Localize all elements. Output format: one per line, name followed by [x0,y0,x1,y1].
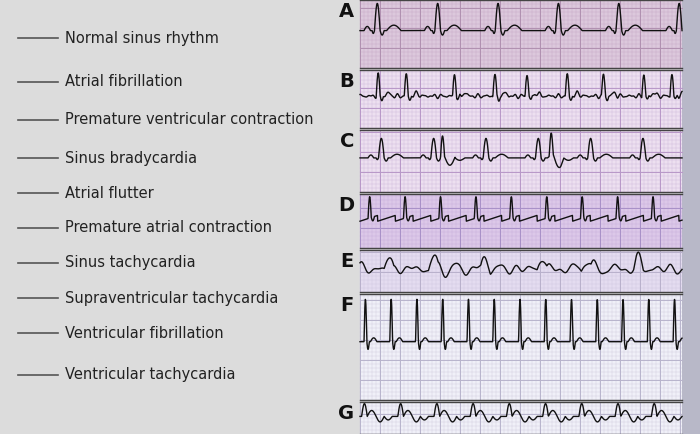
Text: Normal sinus rhythm: Normal sinus rhythm [65,30,219,46]
Text: F: F [341,296,354,315]
Text: Ventricular fibrillation: Ventricular fibrillation [65,326,223,341]
Text: Atrial fibrillation: Atrial fibrillation [65,75,183,89]
Bar [360,294,682,400]
Text: Atrial flutter: Atrial flutter [65,185,154,201]
Text: Ventricular tachycardia: Ventricular tachycardia [65,368,235,382]
Text: D: D [338,196,354,215]
Text: C: C [340,132,354,151]
Text: G: G [338,404,354,423]
Bar [360,130,682,192]
Text: Sinus bradycardia: Sinus bradycardia [65,151,197,165]
Bar [0,0,360,434]
Bar [360,250,682,292]
Bar [360,70,682,128]
Text: A: A [339,2,354,21]
Text: E: E [341,252,354,271]
Bar [682,0,700,434]
Bar [360,194,682,248]
Bar [360,402,682,434]
Text: B: B [340,72,354,91]
Text: Sinus tachycardia: Sinus tachycardia [65,256,195,270]
Text: Supraventricular tachycardia: Supraventricular tachycardia [65,290,279,306]
Bar [360,0,682,68]
Text: Premature ventricular contraction: Premature ventricular contraction [65,112,314,128]
Text: Premature atrial contraction: Premature atrial contraction [65,220,272,236]
